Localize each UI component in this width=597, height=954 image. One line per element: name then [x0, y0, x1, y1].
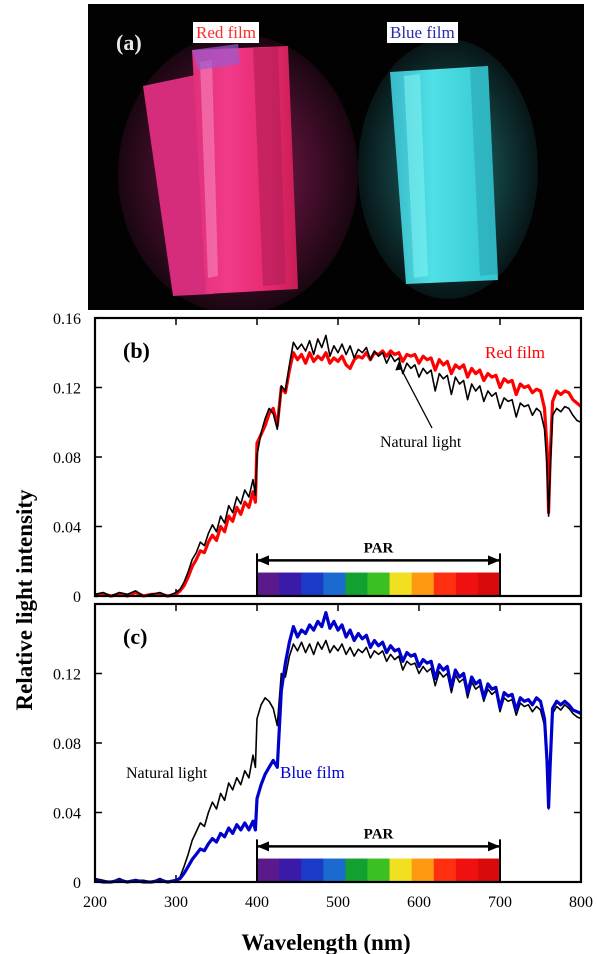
annotation-arrow-line [398, 364, 433, 429]
y-tick-label: 0.16 [53, 312, 81, 328]
par-spectrum-segment [455, 572, 479, 596]
par-spectrum-segment [433, 572, 457, 596]
red-film-label: Red film [193, 22, 259, 43]
par-spectrum-segment [367, 858, 391, 882]
y-tick-label: 0.04 [53, 520, 81, 537]
series-line-natural-light [94, 334, 582, 597]
panel-label-a: (a) [116, 30, 142, 55]
par-spectrum-segment [345, 858, 368, 882]
y-tick-label: 0.04 [53, 806, 81, 823]
par-arrowhead-right [488, 555, 500, 566]
par-spectrum-segment [301, 858, 324, 882]
par-spectrum-segment [411, 858, 435, 882]
red-film-annotation: Red film [485, 343, 545, 362]
x-tick-label: 600 [407, 894, 431, 911]
par-spectrum-segment [323, 858, 346, 882]
panel-label: (b) [123, 338, 150, 363]
x-tick-label: 400 [245, 894, 269, 911]
panel-c: 0 0.04 0.08 0.12 200 300 400 500 600 700 800 PAR (c)… [53, 602, 593, 954]
blue-film-annotation: Blue film [280, 763, 345, 782]
par-spectrum-segment [345, 572, 368, 596]
x-tick-label: 500 [326, 894, 350, 911]
par-arrowhead-left [257, 841, 269, 852]
natural-light-annotation: Natural light [126, 765, 208, 782]
y-tick-label: 0 [73, 875, 81, 892]
par-spectrum-segment [389, 572, 413, 596]
spectrum-chart: 0 0.04 0.08 0.12 0.16 PAR (b) Red film Natural l… [12, 312, 593, 954]
par-spectrum-segment [367, 572, 391, 596]
par-spectrum-segment [411, 572, 435, 596]
series-line-red-film [94, 349, 583, 598]
par-spectrum-segment [389, 858, 413, 882]
blue-film-label: Blue film [387, 22, 458, 43]
par-spectrum-segment [257, 858, 280, 882]
par-label: PAR [364, 540, 394, 556]
x-tick-label: 200 [83, 894, 107, 911]
x-tick-label: 300 [164, 894, 188, 911]
y-tick-label: 0.08 [53, 736, 81, 753]
plot-frame [93, 316, 583, 598]
y-tick-label: 0 [73, 589, 81, 606]
par-spectrum-segment [301, 572, 324, 596]
x-axis-title: Wavelength (nm) [241, 930, 410, 954]
series-line-blue-film [94, 611, 582, 884]
par-spectrum-segment [477, 572, 501, 596]
par-spectrum-segment [477, 858, 501, 882]
panel-b: 0 0.04 0.08 0.12 0.16 PAR (b) Red film Natural l… [53, 312, 583, 606]
par-spectrum-segment [279, 572, 302, 596]
par-spectrum-segment [279, 858, 302, 882]
plot-frame [93, 602, 583, 884]
x-tick-label: 800 [569, 894, 593, 911]
y-tick-label: 0.08 [53, 450, 81, 467]
par-spectrum-segment [257, 572, 280, 596]
par-spectrum-segment [433, 858, 457, 882]
par-label: PAR [364, 826, 394, 842]
y-axis-title: Relative light intensity [12, 489, 37, 711]
annotation-arrowhead [395, 361, 402, 371]
photograph-panel: (a) Red film Blue film [88, 4, 584, 310]
par-arrowhead-left [257, 555, 269, 566]
panel-label: (c) [123, 624, 147, 649]
par-spectrum-segment [323, 572, 346, 596]
par-spectrum-segment [455, 858, 479, 882]
film-photo-illustration [118, 34, 538, 310]
par-arrowhead-right [488, 841, 500, 852]
x-tick-label: 700 [488, 894, 512, 911]
y-tick-label: 0.12 [53, 381, 81, 398]
natural-light-annotation: Natural light [380, 434, 462, 451]
y-tick-label: 0.12 [53, 667, 81, 684]
